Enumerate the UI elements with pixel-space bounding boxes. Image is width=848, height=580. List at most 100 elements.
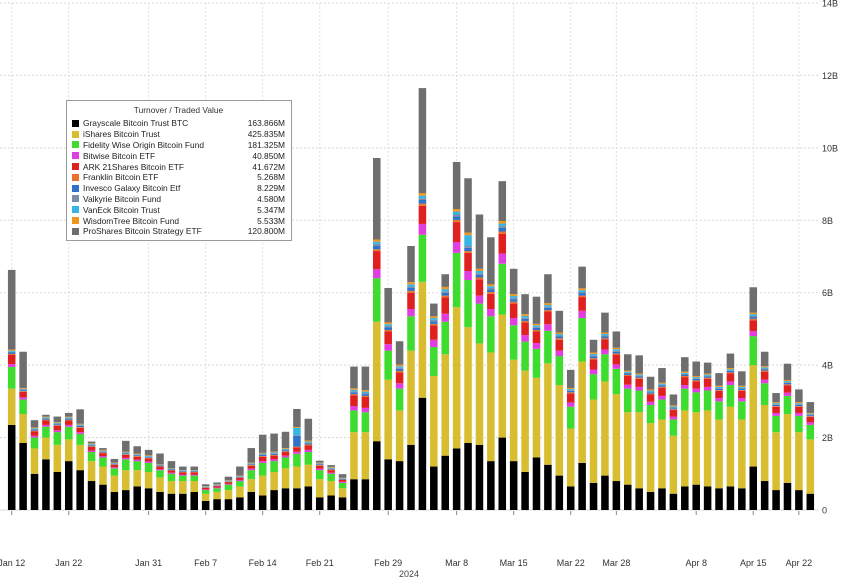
bar-segment [327,469,335,471]
bar-segment [532,377,541,458]
bar-segment [464,280,472,328]
bar-segment [30,428,39,429]
bar-stack [53,416,62,510]
bar-segment [213,482,221,485]
bar-segment [281,452,290,456]
bar-segment [338,488,347,498]
bar-segment [509,325,518,360]
bar-segment [806,424,815,440]
bar-segment [144,471,153,489]
bar-segment [430,318,438,320]
bar-segment [19,389,27,391]
bar-segment [692,484,700,510]
bar-segment [589,369,598,375]
legend-item: Invesco Galaxy Bitcoin Etf 8.229M [72,183,285,194]
bar-segment [19,399,27,415]
bar-segment [703,386,712,391]
bar-segment [281,449,290,451]
bar-segment [167,493,176,510]
bar-segment [475,295,484,304]
bar-segment [258,454,267,455]
bar-segment [201,500,210,510]
bar-stack [612,331,621,510]
bar-stack [87,441,96,510]
bar-segment [293,446,301,448]
bar-segment [772,415,780,433]
bar-segment [304,464,313,487]
bar-segment [749,318,758,321]
bar-segment [179,493,187,510]
bar-segment [144,449,153,456]
bar-segment [623,354,632,371]
x-tick-label: Apr 22 [786,558,813,568]
bar-segment [361,412,370,433]
bar-stack [589,339,598,510]
bar-segment [179,471,187,472]
bar-segment [304,418,313,441]
bar-segment [521,335,529,342]
bar-segment [293,466,301,489]
bar-segment [7,349,16,351]
bar-segment [87,445,96,447]
bar-segment [270,433,278,452]
bar-segment [658,488,666,510]
bar-segment [795,404,803,405]
bar-segment [315,470,324,480]
legend-series-name: Franklin Bitcoin ETF [83,172,159,183]
bar-segment [247,465,256,469]
bar-segment [270,453,278,454]
bar-segment [7,351,16,353]
bar-stack [144,449,153,510]
bar-segment [64,461,73,510]
bar-segment [566,390,575,393]
bar-segment [133,456,141,457]
bar-segment [589,358,598,360]
bar-stack [361,366,370,510]
bar-segment [441,286,449,290]
bar-segment [658,384,666,386]
bar-stack [658,368,666,510]
bar-segment [430,466,438,510]
bar-stack [635,355,643,510]
x-tick-label: Feb 7 [194,558,217,568]
legend-series-name: ProShares Bitcoin Strategy ETF [83,226,202,237]
bar-segment [646,389,655,391]
bar-segment [76,444,84,471]
bar-segment [407,288,415,291]
bar-segment [703,486,712,510]
bar-segment [475,277,484,280]
bar-segment [589,482,598,510]
bar-segment [475,343,484,445]
bar-segment [578,297,586,311]
bar-segment [715,390,723,399]
legend-item: iShares Bitcoin Trust 425.835M [72,129,285,140]
bar-segment [441,292,449,296]
bar-segment [42,419,50,421]
bar-segment [532,326,541,328]
bar-segment [122,490,130,510]
bar-segment [566,369,575,388]
bar-segment [293,451,301,454]
legend-swatch [72,227,79,235]
bar-segment [726,369,735,371]
bar-segment [509,359,518,462]
bar-segment [87,461,96,482]
legend-swatch [72,173,79,181]
bar-segment [236,486,244,498]
bar-stack [795,389,803,510]
bar-stack [315,460,324,510]
bar-segment [76,432,84,434]
bar-segment [441,455,449,510]
bar-segment [258,461,267,463]
bar-segment [555,350,564,357]
bar-segment [42,426,50,438]
bar-segment [749,365,758,467]
bar-segment [190,491,199,510]
x-axis-tick-labels: Jan 12 Jan 22 Jan 31 Feb 7 Feb 14 Feb 21 Feb 2… [0,511,812,568]
bar-segment [555,338,564,340]
bar-segment [498,226,507,228]
bar-segment [749,287,758,313]
bar-segment [190,475,199,482]
bar-segment [247,465,256,466]
